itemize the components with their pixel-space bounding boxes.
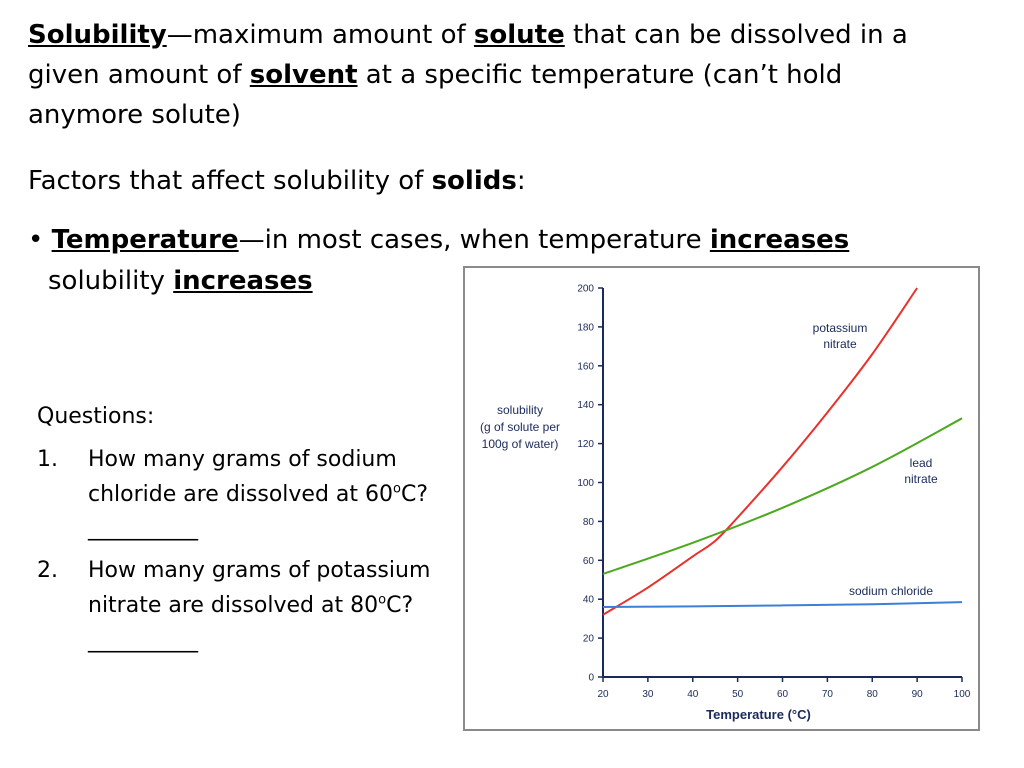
question-2-line-1: How many grams of potassium (88, 558, 431, 583)
series-line-lead-nitrate (602, 417, 963, 575)
bullet-dash: — (238, 225, 265, 255)
bullet-mark: • (28, 225, 52, 255)
question-1-number: 1. (37, 447, 58, 472)
y-axis-label: solubility (497, 403, 543, 417)
degree-mark: o (378, 592, 387, 608)
y-axis-label: 100g of water) (482, 437, 559, 451)
x-tick-label: 50 (732, 689, 744, 700)
y-tick-label: 80 (583, 517, 595, 528)
y-tick-label: 0 (588, 673, 594, 684)
series-label-sodium-chloride: sodium chloride (849, 584, 933, 598)
dash: — (166, 20, 193, 50)
term-increases-2: increases (173, 266, 313, 296)
def-text-2b: at a specific temperature (can’t hold (357, 60, 843, 90)
def-text-2a: given amount of (28, 60, 250, 90)
x-axis-label: Temperature (°C) (706, 707, 811, 722)
bullet-text-2: solubility (48, 266, 174, 296)
x-tick-label: 100 (954, 689, 971, 700)
term-solute: solute (473, 20, 565, 50)
term-increases-1: increases (709, 225, 850, 255)
term-solids: solids (431, 166, 517, 196)
question-2-number: 2. (37, 558, 58, 583)
series-label-potassium-nitrate: potassium (813, 321, 868, 335)
question-1-blank: __________ (88, 516, 198, 541)
y-tick-label: 100 (577, 478, 594, 489)
bullet-temperature: • Temperature—in most cases, when temper… (28, 225, 849, 255)
y-tick-label: 140 (577, 400, 594, 411)
series-line-potassium-nitrate (602, 287, 918, 616)
y-tick-label: 40 (583, 595, 595, 606)
question-2-unit: C? (386, 593, 414, 618)
def-text-1b: that can be dissolved in a (564, 20, 908, 50)
y-axis-label: (g of solute per (480, 420, 560, 434)
x-tick-label: 70 (822, 689, 834, 700)
question-1-line-2: chloride are dissolved at 60oC? (88, 480, 428, 510)
degree-mark: o (393, 481, 401, 497)
x-tick-label: 30 (642, 689, 654, 700)
x-tick-label: 80 (867, 689, 879, 700)
question-1-text: chloride are dissolved at 60 (88, 482, 394, 507)
series-label-lead-nitrate: nitrate (904, 472, 938, 486)
factors-heading: Factors that affect solubility of solids… (28, 166, 526, 196)
y-tick-label: 20 (583, 634, 595, 645)
term-solvent: solvent (249, 60, 358, 90)
y-tick-label: 60 (583, 556, 595, 567)
factors-colon: : (516, 166, 526, 196)
bullet-temperature-cont: solubility increases (48, 266, 313, 296)
definition-line-3: anymore solute) (28, 100, 241, 130)
question-2-line-2: nitrate are dissolved at 80oC? (88, 591, 413, 621)
question-1-unit: C? (400, 482, 429, 507)
y-tick-label: 120 (577, 439, 594, 450)
bullet-text-1: in most cases, when temperature (264, 225, 710, 255)
y-tick-label: 180 (577, 322, 594, 333)
def-text-1a: maximum amount of (192, 20, 474, 50)
definition-line-2: given amount of solvent at a specific te… (28, 60, 842, 90)
question-2-blank: __________ (88, 628, 198, 653)
solubility-chart: 0 20 40 60 80 100 120 140 160 180 200 20 30 40 50 60 70 8… (463, 266, 980, 731)
x-tick-label: 20 (597, 689, 609, 700)
x-tick-label: 60 (777, 689, 789, 700)
definition-line-1: Solubility—maximum amount of solute that… (28, 20, 908, 50)
question-2-text: nitrate are dissolved at 80 (88, 593, 379, 618)
y-tick-label: 200 (577, 284, 594, 295)
series-label-potassium-nitrate: nitrate (823, 337, 857, 351)
term-solubility: Solubility (28, 20, 167, 50)
question-1-line-1: How many grams of sodium (88, 447, 397, 472)
questions-heading: Questions: (37, 404, 155, 429)
x-tick-label: 90 (912, 689, 924, 700)
x-tick-label: 40 (687, 689, 699, 700)
term-temperature: Temperature (51, 225, 239, 255)
def-text-3: anymore solute) (28, 100, 241, 130)
y-tick-label: 160 (577, 361, 594, 372)
series-line-sodium-chloride (602, 601, 963, 608)
series-label-lead-nitrate: lead (910, 456, 933, 470)
factors-text: Factors that affect solubility of (28, 166, 432, 196)
